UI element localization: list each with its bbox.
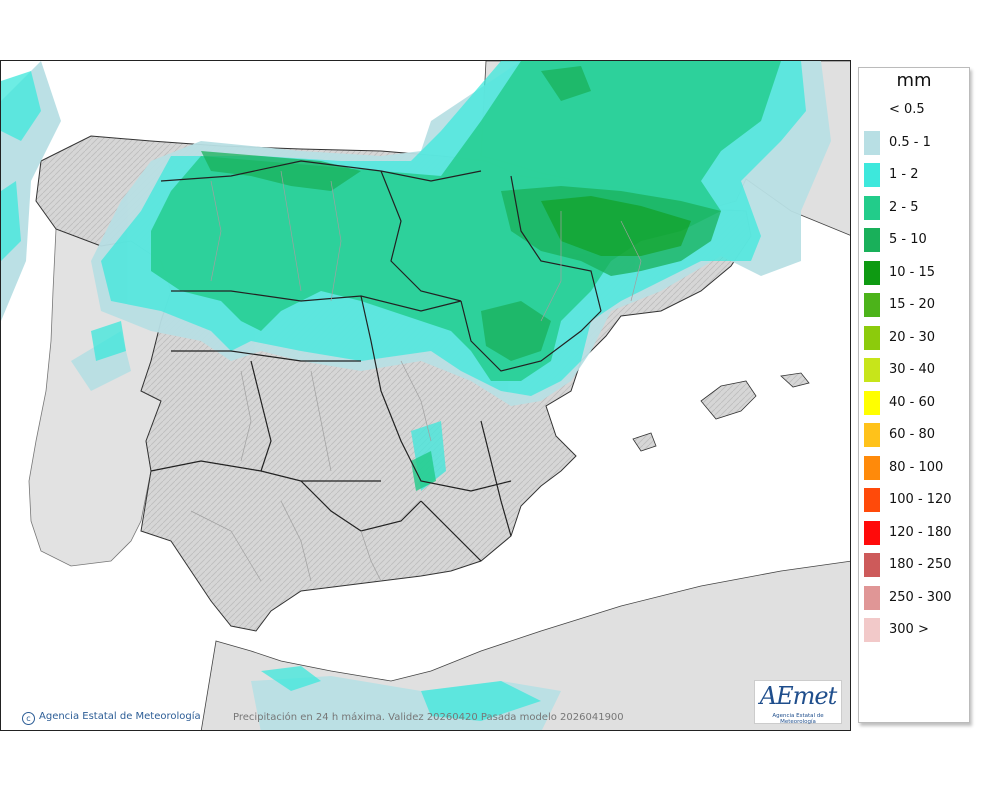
legend-row: 15 - 20 [863, 293, 967, 317]
legend-label: 2 - 5 [889, 199, 919, 215]
legend-row: 60 - 80 [863, 423, 967, 447]
legend-row: < 0.5 [863, 98, 967, 122]
legend-label: 300 > [889, 622, 929, 637]
legend-swatch [864, 130, 880, 155]
legend-swatch [864, 195, 880, 220]
ibiza [632, 432, 657, 452]
legend-row: 180 - 250 [863, 553, 967, 577]
aemet-logo-wordmark: AEmet [759, 682, 837, 710]
legend-swatch [864, 293, 880, 317]
legend-swatch [864, 163, 880, 187]
agency-credit: c Agencia Estatal de Meteorología [22, 711, 201, 725]
legend-swatch [864, 585, 880, 610]
legend-swatch [864, 618, 880, 642]
legend-label: 60 - 80 [889, 427, 936, 442]
legend-row: 120 - 180 [863, 520, 967, 545]
precipitation-map [0, 60, 851, 731]
legend-label: 120 - 180 [889, 524, 952, 540]
legend-label: 0.5 - 1 [889, 134, 931, 150]
legend-label: 1 - 2 [889, 167, 919, 182]
legend-swatch [864, 260, 880, 285]
map-caption: Precipitación en 24 h máxima. Validez 20… [233, 712, 624, 723]
legend-swatch [864, 553, 880, 577]
province-lines [190, 170, 642, 582]
legend-label: 10 - 15 [889, 264, 936, 280]
menorca [780, 372, 810, 388]
legend-row: 0.5 - 1 [863, 130, 967, 155]
legend-swatch [864, 98, 880, 122]
precip-2-5 [151, 61, 781, 491]
legend-row: 30 - 40 [863, 358, 967, 382]
aemet-logo: AEmet Agencia Estatal de Meteorología [754, 680, 842, 725]
legend-row: 5 - 10 [863, 228, 967, 252]
copyright-icon: c [22, 712, 35, 725]
legend-swatch [864, 423, 880, 447]
legend-row: 300 > [863, 618, 967, 642]
precip-10-15 [541, 196, 691, 256]
legend-swatch [864, 455, 880, 480]
legend-label: 80 - 100 [889, 459, 944, 475]
legend-unit: mm [896, 70, 932, 91]
legend-swatch [864, 325, 880, 350]
legend-label: 20 - 30 [889, 329, 936, 345]
legend-label: 30 - 40 [889, 362, 936, 377]
mallorca [700, 380, 757, 420]
region-borders [150, 160, 602, 562]
legend-swatch [864, 520, 880, 545]
legend-label: 100 - 120 [889, 492, 952, 507]
legend-row: 80 - 100 [863, 455, 967, 480]
legend-row: 1 - 2 [863, 163, 967, 187]
legend-label: 15 - 20 [889, 297, 936, 312]
legend-swatch [864, 390, 880, 415]
legend-row: 10 - 15 [863, 260, 967, 285]
agency-credit-text: Agencia Estatal de Meteorología [39, 711, 201, 722]
legend-row: 100 - 120 [863, 488, 967, 512]
legend-swatch [864, 488, 880, 512]
legend-row: 40 - 60 [863, 390, 967, 415]
legend-swatch [864, 228, 880, 252]
legend-label: 180 - 250 [889, 557, 952, 572]
legend-row: 250 - 300 [863, 585, 967, 610]
legend-swatch [864, 358, 880, 382]
aemet-logo-subtitle: Agencia Estatal de Meteorología [772, 713, 824, 725]
legend-label: 250 - 300 [889, 589, 952, 605]
map-canvas [1, 61, 850, 730]
legend-label: < 0.5 [889, 102, 925, 117]
legend-label: 40 - 60 [889, 394, 936, 410]
legend-label: 5 - 10 [889, 232, 927, 247]
legend-panel: mm < 0.5 0.5 - 1 1 - 2 2 - 5 5 - 10 10 - 15 15… [858, 67, 970, 723]
legend-row: 2 - 5 [863, 195, 967, 220]
legend-row: 20 - 30 [863, 325, 967, 350]
